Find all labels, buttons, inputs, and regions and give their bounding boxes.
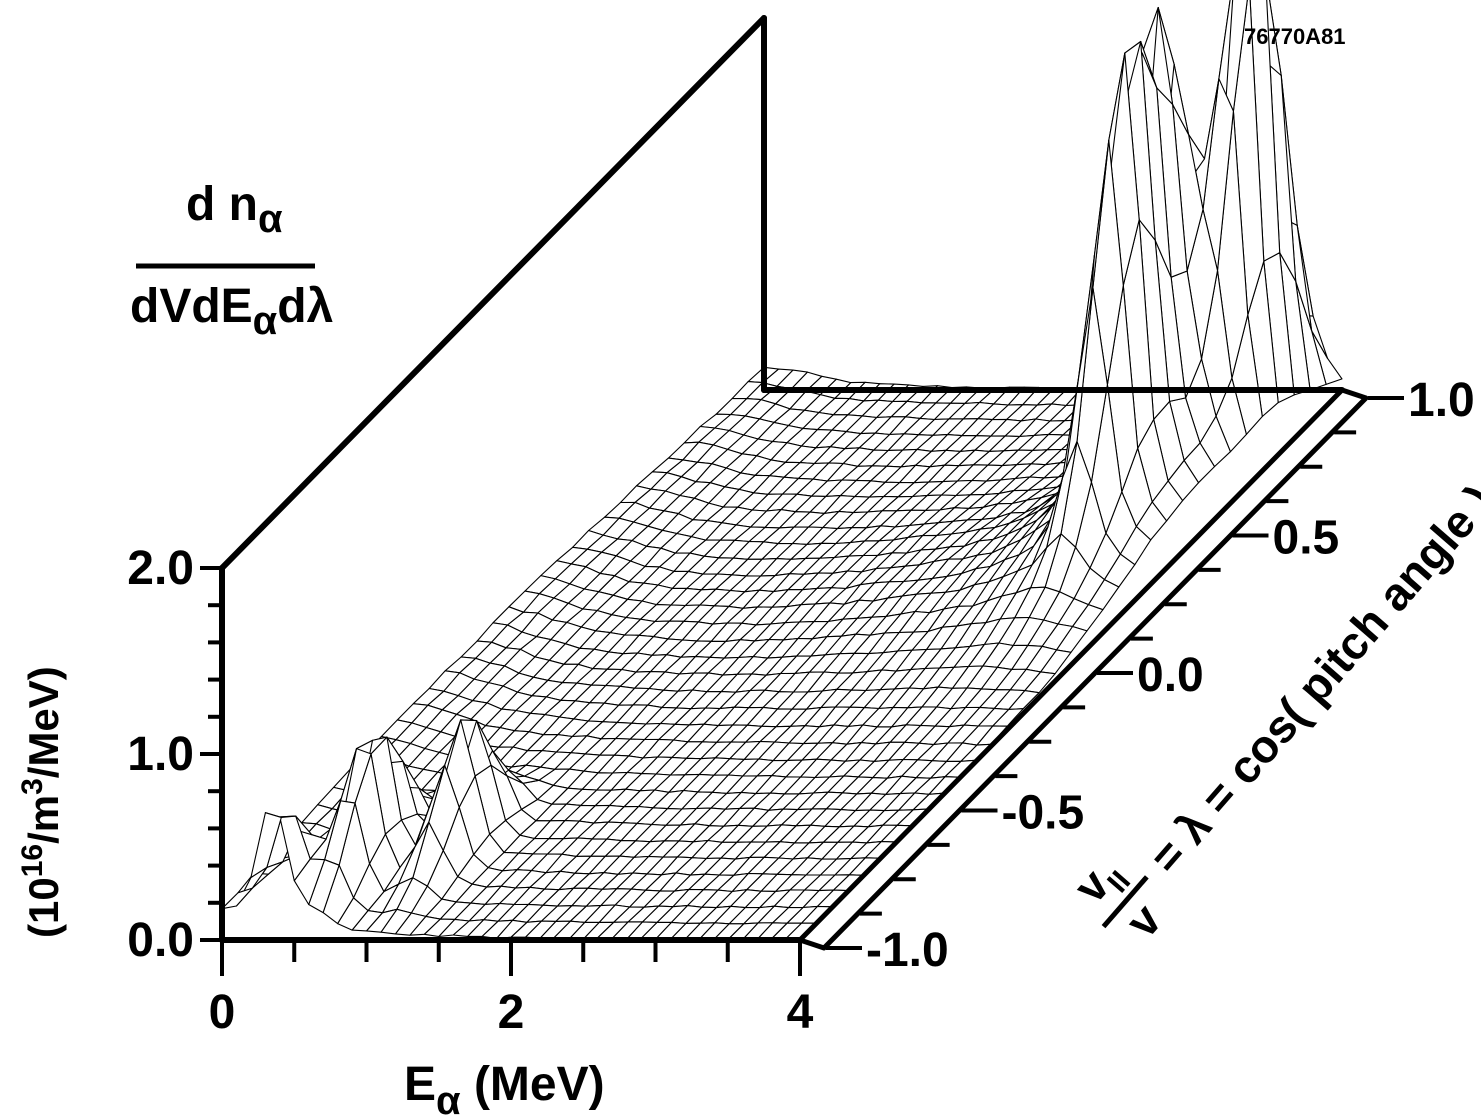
y-axis-label: d nα dVdEαdλ (1016/m3/MeV) <box>16 178 333 938</box>
x-tick-label: 2 <box>498 986 525 1039</box>
z-tick-label: 1.0 <box>127 728 194 781</box>
x-axis-label: Eα (MeV) <box>404 1058 605 1116</box>
v-ratio-bar <box>1101 875 1149 929</box>
figure-id: 76770A81 <box>1244 24 1346 49</box>
lambda-tick-label: 0.5 <box>1273 512 1340 565</box>
lambda-tick-label: -1.0 <box>866 924 949 977</box>
axis-ticks: 0.0 1.0 2.0 0 2 4 -1.0 -0.5 0.0 0.5 1.0 <box>127 374 1474 1039</box>
mesh-cell <box>221 887 253 910</box>
lambda-tick-label: 1.0 <box>1408 374 1475 427</box>
z-tick-label: 0.0 <box>127 914 194 967</box>
units-label: (1016/m3/MeV) <box>16 666 67 938</box>
z-tick-label: 2.0 <box>127 542 194 595</box>
lambda-axis-rail <box>797 387 1369 951</box>
lambda-tick-label: 0.0 <box>1137 649 1204 702</box>
fraction-denominator: dVdEαdλ <box>130 280 333 343</box>
plot-frame <box>219 15 1369 951</box>
surface-mesh <box>221 0 1343 941</box>
fraction-numerator: d nα <box>186 178 283 241</box>
x-tick-label: 4 <box>787 986 814 1039</box>
lambda-tick-label: -0.5 <box>1002 787 1085 840</box>
top-left-edge <box>219 15 767 571</box>
x-tick-label: 0 <box>209 986 236 1039</box>
